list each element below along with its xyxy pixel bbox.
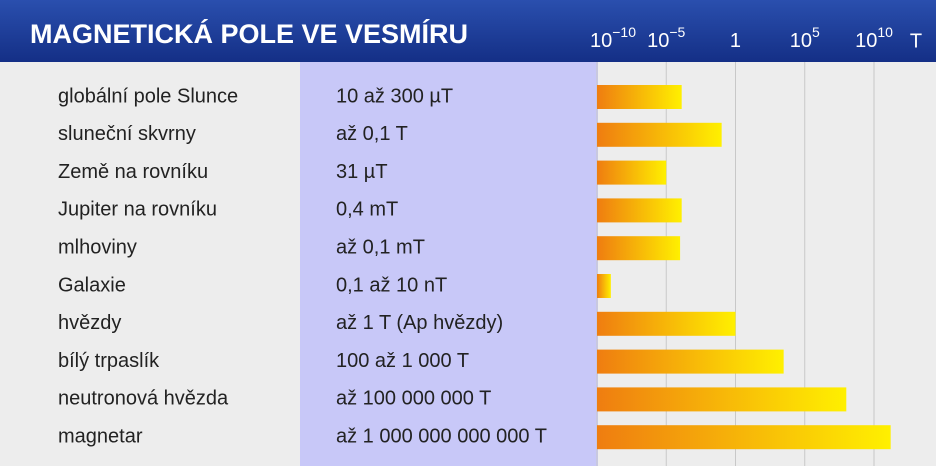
category-label: neutronová hvězda bbox=[58, 388, 229, 410]
category-label: hvězdy bbox=[58, 312, 121, 334]
bar bbox=[597, 349, 784, 374]
category-label: magnetar bbox=[58, 425, 143, 447]
chart-title: MAGNETICKÁ POLE VE VESMÍRU bbox=[30, 18, 468, 49]
description: 31 µT bbox=[336, 161, 388, 183]
tick-exponent: 10 bbox=[877, 24, 893, 40]
description: až 1 000 000 000 000 T bbox=[336, 425, 547, 447]
category-label: bílý trpaslík bbox=[58, 350, 160, 372]
description: až 1 T (Ap hvězdy) bbox=[336, 312, 503, 334]
category-label: Galaxie bbox=[58, 274, 126, 296]
bar bbox=[597, 236, 681, 261]
bar bbox=[597, 122, 722, 147]
tick-exponent: −10 bbox=[612, 24, 636, 40]
tick-base: 10 bbox=[855, 30, 877, 52]
axis-unit: T bbox=[910, 30, 922, 52]
bar bbox=[597, 387, 847, 412]
description: 0,4 mT bbox=[336, 199, 398, 221]
description: až 0,1 mT bbox=[336, 236, 425, 258]
description: 100 až 1 000 T bbox=[336, 350, 469, 372]
bar bbox=[597, 274, 611, 298]
category-label: globální pole Slunce bbox=[58, 85, 238, 107]
category-label: Země na rovníku bbox=[58, 161, 208, 183]
category-label: sluneční skvrny bbox=[58, 123, 196, 145]
tick-base: 1 bbox=[730, 30, 741, 52]
tick-exponent: −5 bbox=[669, 24, 685, 40]
description: až 0,1 T bbox=[336, 123, 408, 145]
tick-exponent: 5 bbox=[812, 24, 820, 40]
x-tick-label: 1010 bbox=[855, 24, 893, 53]
description: až 100 000 000 T bbox=[336, 388, 491, 410]
x-tick-label: 10−5 bbox=[647, 24, 685, 53]
bar bbox=[597, 425, 891, 450]
bar bbox=[597, 85, 682, 109]
tick-base: 10 bbox=[647, 30, 669, 52]
description: 0,1 až 10 nT bbox=[336, 274, 447, 296]
description: 10 až 300 µT bbox=[336, 85, 453, 107]
header bbox=[0, 0, 936, 62]
bar bbox=[597, 198, 682, 223]
x-tick-label: 105 bbox=[790, 24, 820, 53]
tick-base: 10 bbox=[590, 30, 612, 52]
x-tick-label: 10−10 bbox=[590, 24, 636, 53]
category-label: Jupiter na rovníku bbox=[58, 199, 217, 221]
category-label: mlhoviny bbox=[58, 236, 137, 258]
x-tick-label: 1 bbox=[730, 30, 741, 52]
tick-base: 10 bbox=[790, 30, 812, 52]
description-column bbox=[300, 62, 598, 466]
bar bbox=[597, 160, 667, 185]
bar bbox=[597, 311, 736, 336]
